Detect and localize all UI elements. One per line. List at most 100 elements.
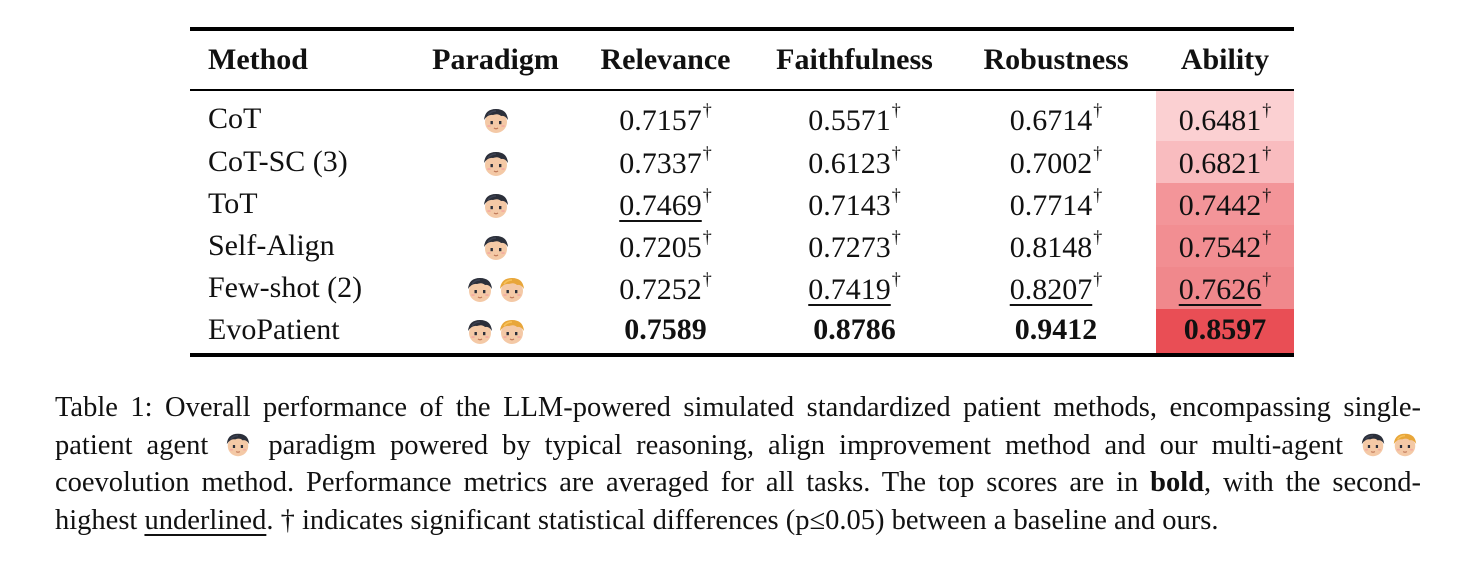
relevance-value: 0.7205 [619, 231, 702, 264]
table-body: CoT 0.7157† 0.5571† 0.6714† 0.6481† CoT-SC (3… [190, 90, 1294, 355]
caption-text: . † indicates significant statistical di… [266, 504, 1219, 536]
robustness-value: 0.7714 [1009, 189, 1093, 222]
dagger-mark: † [1093, 100, 1103, 120]
header-paradigm: Paradigm [413, 29, 578, 91]
faithfulness-value: 0.5571 [808, 104, 891, 137]
ability-value: 0.8597 [1183, 313, 1267, 346]
table-row: CoT 0.7157† 0.5571† 0.6714† 0.6481† [190, 90, 1294, 141]
faithfulness-value: 0.7419 [808, 273, 891, 306]
dagger-mark: † [702, 269, 712, 289]
caption-text: paradigm powered by typical reasoning, a… [268, 429, 1344, 461]
robustness-value: 0.6714 [1009, 104, 1093, 137]
dark-haired-patient-avatar-icon [222, 431, 254, 459]
cell-relevance: 0.7205† [578, 225, 753, 267]
ability-value: 0.7442 [1178, 189, 1262, 222]
dagger-mark: † [1093, 185, 1103, 205]
dark-haired-patient-avatar-icon [481, 149, 511, 179]
cell-method: Few-shot (2) [208, 271, 363, 304]
dagger-mark: † [1093, 269, 1103, 289]
relevance-value: 0.7589 [624, 313, 707, 346]
caption-text: patient agent [55, 429, 209, 461]
table-row: Self-Align 0.7205† 0.7273† 0.8148† 0.7542† [190, 225, 1294, 267]
cell-robustness: 0.9412 [956, 309, 1156, 355]
cell-faithfulness: 0.5571† [753, 90, 956, 141]
table-caption: Table 1: Overall performance of the LLM-… [55, 389, 1421, 539]
caption-underlined-word: underlined [144, 504, 267, 536]
cell-ability: 0.6821† [1156, 141, 1294, 183]
table-header-row: Method Paradigm Relevance Faithfulness R… [190, 29, 1294, 91]
cell-robustness: 0.7714† [956, 183, 1156, 225]
caption-text: coevolution method. Performance metrics … [55, 467, 1139, 498]
cell-relevance: 0.7252† [578, 267, 753, 309]
blond-doctor-avatar-icon [497, 275, 527, 305]
cell-ability: 0.7626† [1156, 267, 1294, 309]
dark-haired-patient-avatar-icon [481, 233, 511, 263]
robustness-value: 0.8148 [1009, 231, 1093, 264]
caption-line-4: highest underlined. † indicates signific… [55, 502, 1421, 540]
cell-faithfulness: 0.7143† [753, 183, 956, 225]
relevance-value: 0.7337 [619, 147, 702, 180]
header-faithfulness: Faithfulness [753, 29, 956, 91]
cell-relevance: 0.7157† [578, 90, 753, 141]
cell-faithfulness: 0.6123† [753, 141, 956, 183]
cell-robustness: 0.6714† [956, 90, 1156, 141]
cell-method: ToT [208, 187, 258, 220]
dagger-mark: † [891, 143, 901, 163]
caption-line-3: coevolution method. Performance metrics … [55, 464, 1421, 502]
dark-haired-patient-avatar-icon [465, 317, 495, 347]
cell-robustness: 0.8148† [956, 225, 1156, 267]
cell-paradigm [413, 141, 578, 183]
paradigm-icons [480, 102, 512, 135]
caption-text: , with the second- [1204, 467, 1421, 498]
dagger-mark: † [1262, 269, 1272, 289]
table-row: ToT 0.7469† 0.7143† 0.7714† 0.7442† [190, 183, 1294, 225]
table-row: Few-shot (2) 0.7252† 0.7419† 0.8207† 0.7626† [190, 267, 1294, 309]
blond-doctor-avatar-icon [497, 317, 527, 347]
results-table-container: Method Paradigm Relevance Faithfulness R… [190, 27, 1294, 357]
dagger-mark: † [1262, 100, 1272, 120]
dark-haired-patient-avatar-icon [1357, 431, 1389, 459]
robustness-value: 0.8207 [1009, 273, 1093, 306]
table-row: CoT-SC (3) 0.7337† 0.6123† 0.7002† 0.6821† [190, 141, 1294, 183]
relevance-value: 0.7157 [619, 104, 702, 137]
caption-text: highest [55, 504, 138, 536]
faithfulness-value: 0.7143 [808, 189, 891, 222]
results-table: Method Paradigm Relevance Faithfulness R… [190, 27, 1294, 357]
header-relevance: Relevance [578, 29, 753, 91]
header-ability: Ability [1156, 29, 1294, 91]
cell-robustness: 0.8207† [956, 267, 1156, 309]
cell-relevance: 0.7589 [578, 309, 753, 355]
relevance-value: 0.7252 [619, 273, 702, 306]
dagger-mark: † [702, 100, 712, 120]
paradigm-icons [464, 313, 528, 346]
paradigm-icons [480, 229, 512, 262]
cell-ability: 0.6481† [1156, 90, 1294, 141]
cell-method: EvoPatient [208, 313, 340, 346]
ability-value: 0.7542 [1178, 231, 1262, 264]
cell-ability: 0.7442† [1156, 183, 1294, 225]
robustness-value: 0.7002 [1009, 147, 1093, 180]
header-method: Method [190, 29, 413, 91]
ability-value: 0.6481 [1178, 104, 1262, 137]
cell-method: CoT [208, 102, 262, 135]
dagger-mark: † [891, 269, 901, 289]
cell-ability: 0.8597 [1156, 309, 1294, 355]
ability-value: 0.6821 [1178, 147, 1262, 180]
dark-haired-patient-avatar-icon [465, 275, 495, 305]
cell-relevance: 0.7469† [578, 183, 753, 225]
caption-bold-word: bold [1150, 467, 1205, 498]
cell-paradigm [413, 267, 578, 309]
faithfulness-value: 0.8786 [813, 313, 896, 346]
cell-faithfulness: 0.7419† [753, 267, 956, 309]
cell-paradigm [413, 183, 578, 225]
cell-faithfulness: 0.7273† [753, 225, 956, 267]
paradigm-icons [480, 145, 512, 178]
cell-relevance: 0.7337† [578, 141, 753, 183]
dagger-mark: † [1093, 227, 1103, 247]
cell-faithfulness: 0.8786 [753, 309, 956, 355]
dark-haired-patient-avatar-icon [481, 106, 511, 136]
dagger-mark: † [702, 227, 712, 247]
dagger-mark: † [1262, 185, 1272, 205]
dagger-mark: † [1262, 227, 1272, 247]
caption-line-1: Table 1: Overall performance of the LLM-… [55, 392, 1421, 423]
